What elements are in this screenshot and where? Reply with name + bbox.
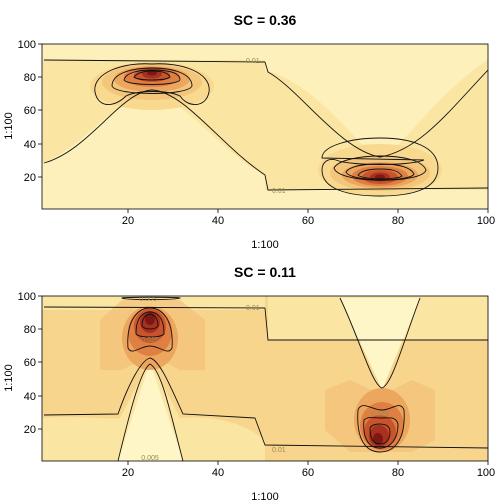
x-axis-label-bottom: 1:100 (251, 491, 279, 503)
panel-top: SC = 0.36 (3, 12, 495, 251)
y-tick-top-100: 100 (18, 39, 36, 51)
x-tick-top-20: 20 (122, 215, 134, 227)
y-tick-top-20: 20 (24, 172, 36, 184)
x-axis-ticks-top (127, 209, 489, 213)
x-tick-bottom-80: 80 (392, 467, 404, 479)
contour-label-bottom-2: 0.01 (246, 305, 260, 312)
x-tick-top-40: 40 (212, 215, 224, 227)
contour-label-bottom-3: 0.025 (141, 337, 159, 344)
level-7-left (147, 70, 157, 76)
x-tick-bottom-100: 100 (477, 467, 495, 479)
chart-title-top: SC = 0.36 (234, 12, 297, 28)
y-tick-bottom-80: 80 (24, 324, 36, 336)
level-7-left (145, 313, 155, 325)
y-tick-top-60: 60 (24, 105, 36, 117)
contour-lines-bottom (43, 296, 488, 461)
y-axis-ticks-top (38, 43, 42, 178)
y-axis-label-bottom: 1:100 (3, 364, 15, 392)
x-tick-bottom-20: 20 (122, 467, 134, 479)
y-tick-bottom-40: 40 (24, 391, 36, 403)
panel-bottom: SC = 0.11 (3, 264, 495, 503)
x-axis-ticks-bottom (127, 461, 489, 465)
contour-label-bottom-5: 0.025 (371, 411, 389, 418)
x-tick-top-80: 80 (392, 215, 404, 227)
chart-title-bottom: SC = 0.11 (234, 264, 296, 280)
contour-lines-top (43, 59, 488, 197)
plot-frame-bottom (41, 295, 489, 462)
x-tick-top-100: 100 (477, 215, 495, 227)
light-wedge-upper-right (340, 298, 420, 390)
y-tick-bottom-60: 60 (24, 357, 36, 369)
level-7-right (375, 174, 385, 180)
x-tick-bottom-60: 60 (302, 467, 314, 479)
x-tick-top-60: 60 (302, 215, 314, 227)
contour-label-bottom-1: 0.005 (139, 296, 157, 303)
plot-frame-top (41, 43, 489, 210)
contour-label-bottom-4: 0.005 (141, 455, 159, 462)
y-axis-ticks-bottom (38, 295, 42, 430)
contour-label-top-1: 0.01 (246, 58, 260, 65)
heatmap-fill-top (42, 44, 488, 209)
contour-label-bottom-6: 0.01 (272, 447, 286, 454)
x-axis-label-top: 1:100 (251, 239, 279, 251)
light-wedge-lower-left (118, 362, 183, 461)
y-tick-bottom-100: 100 (18, 291, 36, 303)
heatmap-fill-bottom (42, 296, 488, 461)
y-tick-top-80: 80 (24, 72, 36, 84)
x-tick-bottom-40: 40 (212, 467, 224, 479)
y-axis-label-top: 1:100 (3, 112, 15, 140)
contour-label-top-2: 0.01 (272, 188, 286, 195)
y-tick-top-40: 40 (24, 139, 36, 151)
y-tick-bottom-20: 20 (24, 424, 36, 436)
level-7-right (373, 433, 383, 445)
